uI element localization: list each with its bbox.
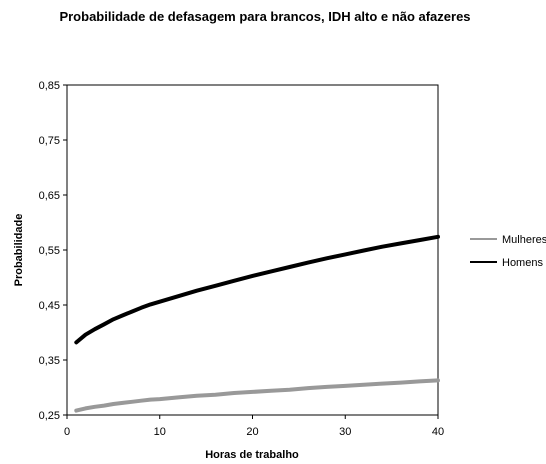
legend: Mulheres Homens <box>470 234 546 269</box>
x-tick-label: 20 <box>246 426 258 438</box>
x-tick-label: 30 <box>339 426 351 438</box>
y-tick-label: 0,25 <box>39 410 60 422</box>
y-tick-label: 0,35 <box>39 355 60 367</box>
y-tick-label: 0,75 <box>39 135 60 147</box>
y-tick-label: 0,65 <box>39 190 60 202</box>
plot-area <box>66 84 439 416</box>
x-tick-label: 40 <box>432 426 444 438</box>
y-tick-label: 0,85 <box>39 80 60 92</box>
legend-label-homens: Homens <box>502 257 543 269</box>
x-tick-label: 10 <box>154 426 166 438</box>
series-line-mulheres <box>74 378 440 413</box>
y-axis: 0,25 0,35 0,45 0,55 0,65 0,75 0,85 <box>39 80 67 422</box>
legend-label-mulheres: Mulheres <box>502 234 546 246</box>
y-axis-label: Probabilidade <box>13 214 25 287</box>
x-tick-label: 0 <box>64 426 70 438</box>
series-group <box>74 234 440 413</box>
chart-title: Probabilidade de defasagem para brancos,… <box>59 9 471 24</box>
y-tick-label: 0,55 <box>39 245 60 257</box>
series-line-homens <box>74 234 440 345</box>
x-axis: 0 10 20 30 40 <box>64 415 444 438</box>
y-tick-label: 0,45 <box>39 300 60 312</box>
x-axis-label: Horas de trabalho <box>205 449 299 461</box>
